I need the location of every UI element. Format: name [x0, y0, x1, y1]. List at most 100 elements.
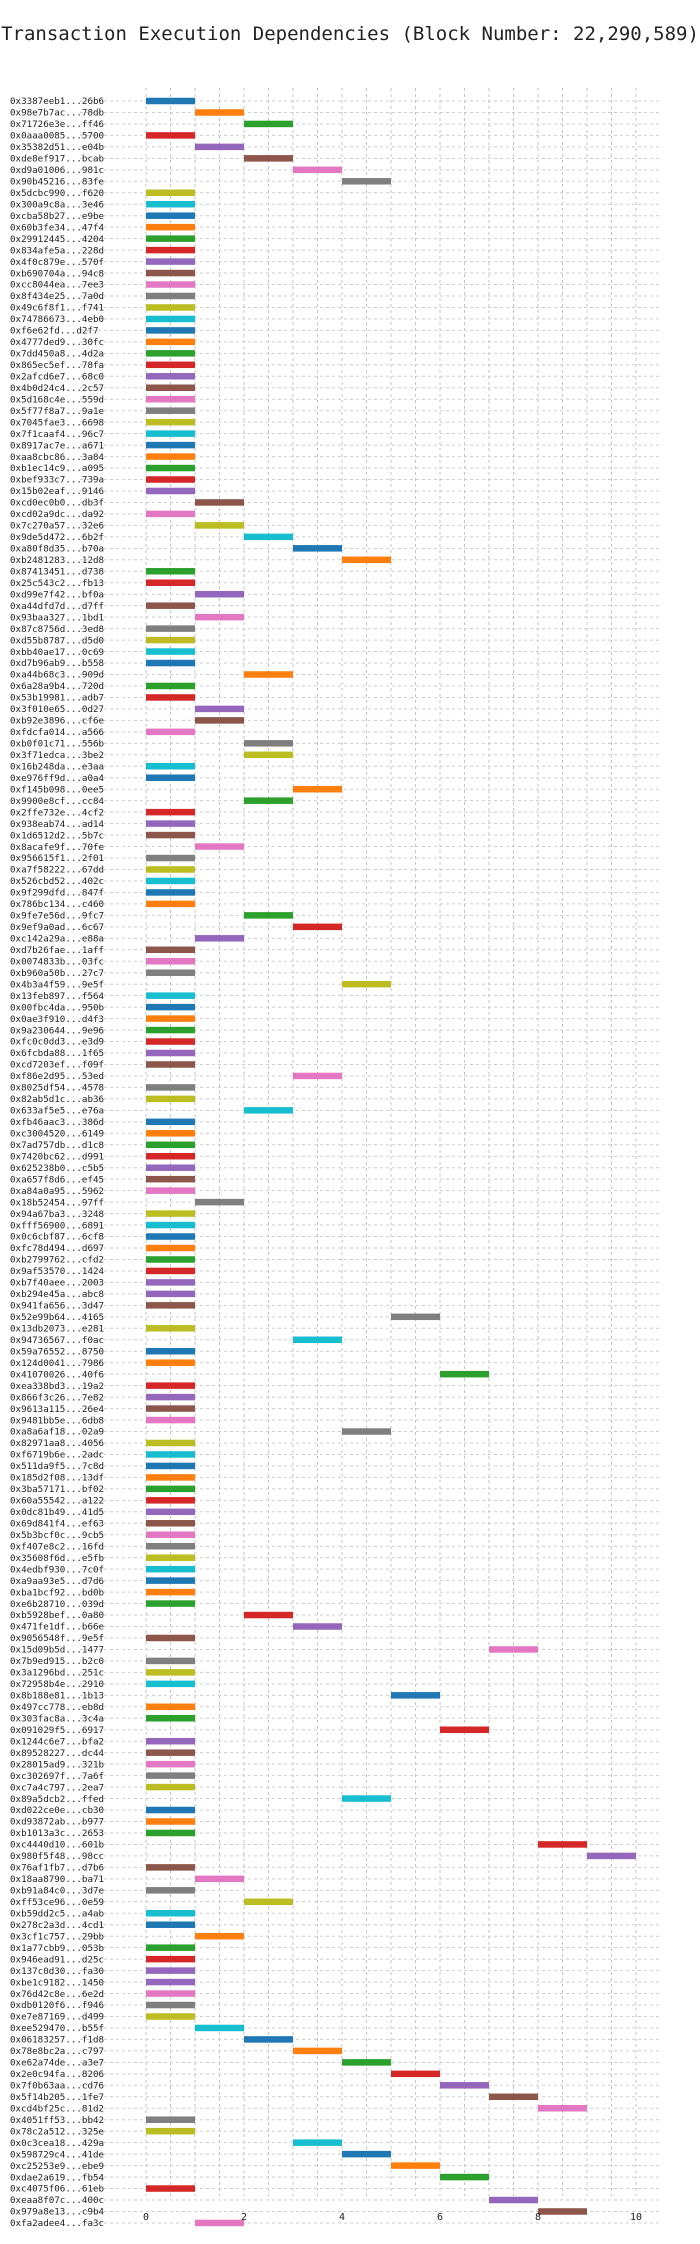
transaction-bar: [146, 1416, 195, 1424]
transaction-label: 0x06183257...f1d8: [10, 2035, 104, 2046]
transaction-bar: [146, 1772, 195, 1779]
transaction-label: 0xcc8044ea...7ee3: [10, 280, 104, 291]
transaction-label: 0x300a9c8a...3e46: [10, 199, 104, 210]
transaction-bar: [146, 464, 195, 472]
transaction-bar: [146, 1393, 195, 1401]
transaction-bar: [244, 1611, 293, 1619]
transaction-bar: [146, 1990, 195, 1997]
transaction-bar: [195, 2024, 244, 2032]
transaction-bar: [146, 1760, 195, 1768]
transaction-bar: [195, 109, 244, 116]
transaction-label: 0x94736567...f0ac: [10, 1335, 104, 1346]
transaction-bar: [244, 912, 293, 919]
transaction-label: 0x93baa327...1bd1: [10, 612, 104, 623]
transaction-label: 0x49c6f8f1...f741: [10, 303, 104, 314]
transaction-label: 0x3a1296bd...251c: [10, 1668, 104, 1679]
transaction-bar: [146, 407, 195, 414]
transaction-label: 0x9481bb5e...6db8: [10, 1415, 104, 1426]
transaction-bar: [440, 2173, 489, 2181]
transaction-bar: [146, 648, 195, 655]
transaction-bar: [538, 1841, 587, 1848]
transaction-bar: [342, 1795, 391, 1802]
transaction-bar: [146, 1451, 195, 1458]
transaction-label: 0x9fe7e56d...9fc7: [10, 911, 104, 922]
transaction-bar: [146, 1405, 195, 1412]
transaction-label: 0x633af5e5...e76a: [10, 1106, 104, 1117]
transaction-label: 0xa9aa93e5...d7d6: [10, 1576, 104, 1587]
transaction-bar: [146, 1588, 195, 1596]
transaction-label: 0xb960a50b...27c7: [10, 968, 104, 979]
transaction-bar: [146, 1978, 195, 1986]
transaction-bar: [146, 1921, 195, 1928]
transaction-label: 0x625238b0...c5b5: [10, 1163, 104, 1174]
transaction-bar: [146, 820, 195, 827]
transaction-label: 0x956615f1...2f01: [10, 853, 104, 864]
transaction-bar: [146, 1474, 195, 1481]
transaction-label: 0xdb0120f6...f946: [10, 2000, 104, 2011]
transaction-label: 0xea338bd3...19a2: [10, 1381, 104, 1392]
transaction-label: 0xf6719b6e...2adc: [10, 1450, 104, 1461]
transaction-bar: [195, 843, 244, 850]
transaction-label: 0x303fac8a...3c4a: [10, 1713, 104, 1724]
transaction-label: 0xb0f01c71...556b: [10, 739, 104, 750]
transaction-label: 0x786bc134...c460: [10, 899, 104, 910]
transaction-label: 0x13feb897...f564: [10, 991, 105, 1002]
x-tick-label: 6: [437, 2212, 443, 2223]
transaction-bar: [146, 1187, 195, 1194]
transaction-bar: [146, 1657, 195, 1665]
transaction-label: 0xbef933c7...739a: [10, 475, 104, 486]
transaction-bar: [146, 568, 195, 575]
transaction-label: 0xc142a29a...e88a: [10, 934, 104, 945]
transaction-label: 0xa80f8d35...b70a: [10, 544, 104, 555]
transaction-label: 0x00fbc4da...950b: [10, 1002, 104, 1013]
transaction-label: 0xf407e8c2...16fd: [10, 1541, 104, 1552]
transaction-label: 0x4777ded9...30fc: [10, 337, 104, 348]
transaction-bar: [146, 2116, 195, 2123]
transaction-bar: [538, 2105, 587, 2112]
transaction-bar: [146, 1680, 195, 1688]
transaction-label: 0xc25253e9...ebe9: [10, 2161, 104, 2172]
transaction-bar: [146, 694, 195, 701]
transaction-label: 0x5dcbc990...f620: [10, 188, 104, 199]
transaction-bar: [146, 579, 195, 586]
transaction-bar: [146, 1829, 195, 1837]
transaction-label: 0x82971aa8...4056: [10, 1438, 104, 1449]
transaction-label: 0xfc78d494...d697: [10, 1243, 104, 1254]
transaction-label: 0x3f010e65...0d27: [10, 704, 104, 715]
transaction-label: 0x4b3a4f59...9e5f: [10, 979, 104, 990]
transaction-label: 0x35608f6d...e5fb: [10, 1553, 104, 1564]
transaction-label: 0xc4440d10...601b: [10, 1840, 104, 1851]
transaction-bar: [146, 97, 195, 105]
transaction-bar: [146, 866, 195, 873]
transaction-label: 0xbb40ae17...0c69: [10, 647, 104, 658]
transaction-bar: [146, 625, 195, 632]
transaction-bar: [293, 545, 342, 552]
transaction-label: 0xb5928bef...0a80: [10, 1610, 104, 1621]
transaction-label: 0xa8a6af18...02a9: [10, 1427, 104, 1438]
transaction-bar: [146, 1175, 195, 1183]
transaction-bar: [146, 1955, 195, 1963]
x-tick-label: 2: [241, 2212, 247, 2223]
transaction-label: 0x980f5f48...98cc: [10, 1851, 104, 1862]
transaction-bar: [146, 1910, 195, 1917]
transaction-label: 0x598729c4...41de: [10, 2149, 104, 2160]
transaction-bar: [195, 717, 244, 724]
transaction-label: 0x278c2a3d...4cd1: [10, 1920, 104, 1931]
transaction-bar: [293, 1336, 342, 1344]
transaction-label: 0xf145b098...0ee5: [10, 784, 104, 795]
transaction-bar: [391, 2070, 440, 2078]
transaction-label: 0x8b188e81...1b13: [10, 1691, 104, 1702]
transaction-bar: [146, 1887, 195, 1894]
transaction-label: 0x866f3c26...7e82: [10, 1392, 104, 1403]
transaction-bar: [146, 2185, 195, 2192]
transaction-bar: [146, 1497, 195, 1504]
transaction-bar: [146, 1806, 195, 1814]
transaction-label: 0x76af1fb7...d7b6: [10, 1863, 104, 1874]
transaction-bar: [244, 1898, 293, 1906]
transaction-bar: [146, 1508, 195, 1516]
transaction-label: 0x60a55542...a122: [10, 1496, 104, 1507]
transaction-bar: [146, 774, 195, 781]
transaction-label: 0x41070026...40f6: [10, 1369, 104, 1380]
transaction-label: 0xb59dd2c5...a4ab: [10, 1908, 104, 1919]
transaction-label: 0x0c3cea18...429a: [10, 2138, 104, 2149]
